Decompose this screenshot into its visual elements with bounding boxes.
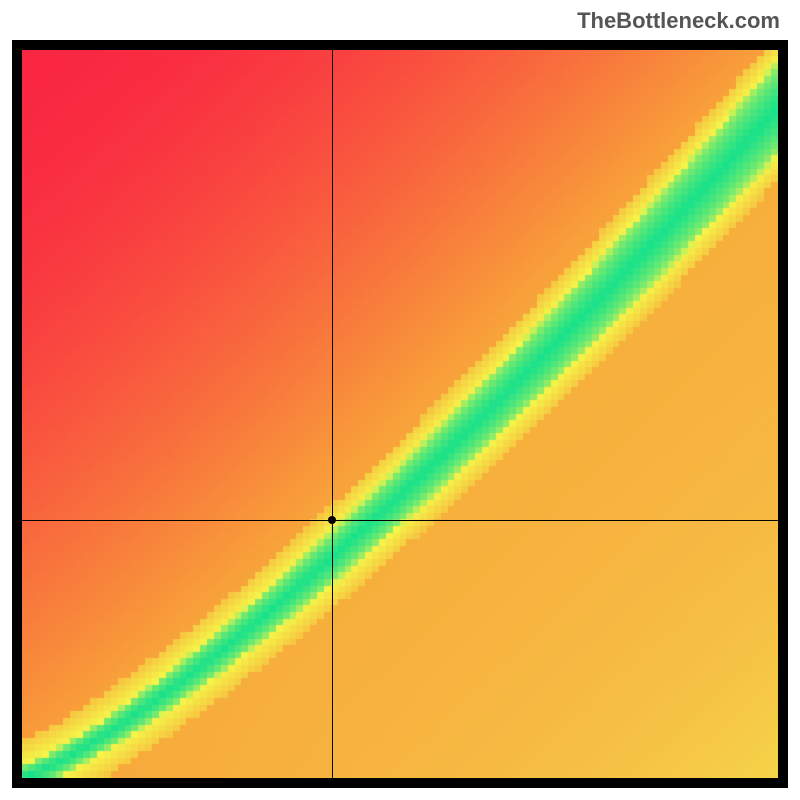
watermark-text: TheBottleneck.com	[577, 8, 780, 34]
crosshair-vertical	[332, 50, 333, 778]
root: TheBottleneck.com	[0, 0, 800, 800]
chart-frame	[12, 40, 788, 788]
crosshair-marker	[328, 516, 336, 524]
heatmap-canvas	[22, 50, 778, 778]
crosshair-horizontal	[22, 520, 778, 521]
